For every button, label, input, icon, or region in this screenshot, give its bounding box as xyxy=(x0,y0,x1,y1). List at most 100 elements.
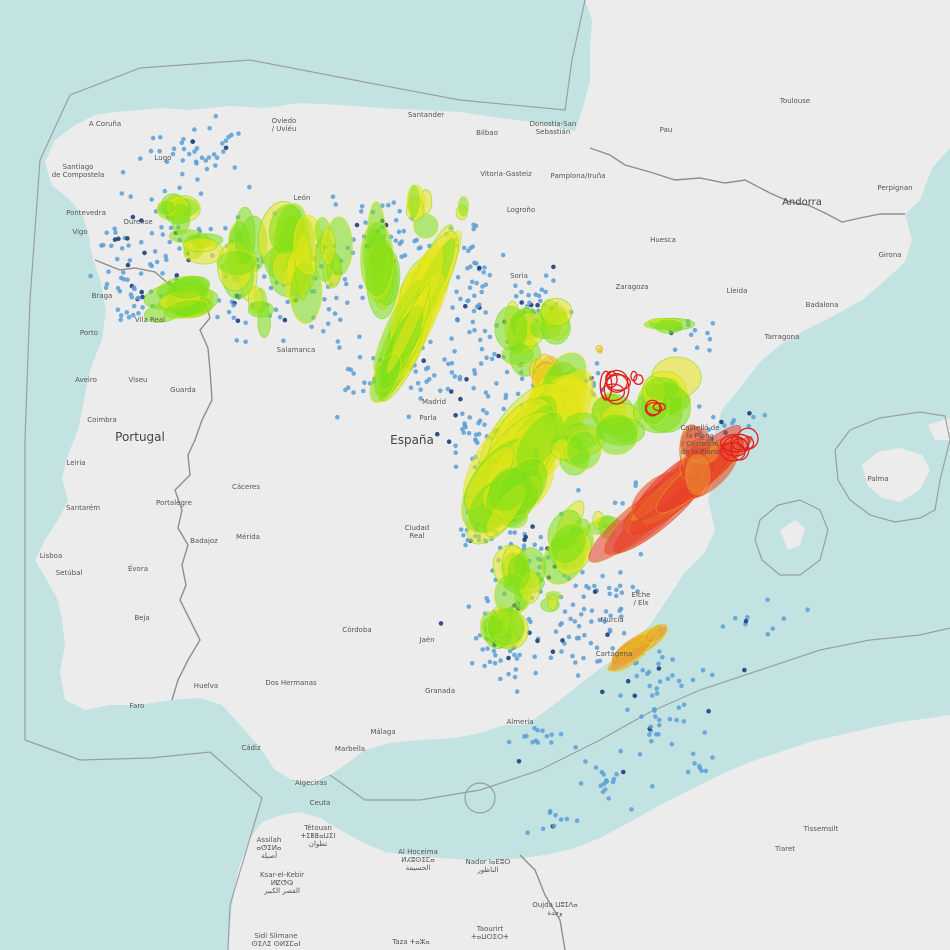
lightning-strike-dot xyxy=(513,283,518,289)
lightning-strike-dot xyxy=(482,328,488,334)
lightning-strike-dot xyxy=(535,302,540,308)
lightning-strike-dot xyxy=(530,524,535,529)
lightning-strike-dot xyxy=(345,300,350,306)
lightning-strike-dot xyxy=(732,615,738,621)
storm-cell-low xyxy=(247,301,274,318)
storm-cell-low xyxy=(540,297,573,326)
lightning-strike-dot xyxy=(549,740,554,745)
lightning-strike-dot xyxy=(667,716,673,722)
storm-cell-outline xyxy=(644,399,661,417)
lightning-strike-dot xyxy=(160,232,166,237)
lightning-strike-dot xyxy=(540,826,546,832)
lightning-strike-dot xyxy=(337,345,342,350)
lightning-strike-dot xyxy=(229,132,234,138)
lightning-strike-dot xyxy=(620,501,625,506)
lightning-strike-dot xyxy=(163,253,168,259)
lightning-strike-dot xyxy=(243,320,248,326)
lightning-strike-dot xyxy=(332,311,338,316)
lightning-strike-dot xyxy=(482,265,487,270)
lightning-strike-dot xyxy=(697,763,702,769)
lightning-strike-dot xyxy=(558,731,564,737)
lightning-strike-dot xyxy=(746,423,752,429)
lightning-strike-dot xyxy=(598,783,604,788)
lightning-strike-dot xyxy=(584,583,589,589)
lightning-strike-dot xyxy=(538,298,543,304)
lightning-strike-dot xyxy=(214,155,220,160)
storm-cells xyxy=(143,184,759,673)
lightning-strike-dot xyxy=(207,126,212,131)
lightning-strike-dot xyxy=(573,583,578,589)
lightning-strike-dot xyxy=(618,748,623,754)
lightning-strike-dot xyxy=(679,683,684,689)
lightning-strike-dot xyxy=(213,113,219,119)
storm-cell-high xyxy=(643,623,668,644)
storm-cell-mid xyxy=(407,184,421,219)
lightning-strike-dot xyxy=(359,209,364,214)
lightning-strike-dot xyxy=(745,614,750,620)
island-mallorca xyxy=(862,448,930,502)
lightning-strike-dot xyxy=(532,542,537,548)
lightning-strike-dot xyxy=(501,406,507,412)
lightning-strike-dot xyxy=(213,163,218,168)
lightning-strike-dot xyxy=(106,269,111,275)
lightning-strike-dot xyxy=(688,332,694,338)
lightning-strike-dot xyxy=(208,226,214,232)
lightning-strike-dot xyxy=(458,527,464,532)
lightning-strike-dot xyxy=(358,284,364,290)
lightning-strike-dot xyxy=(560,638,565,643)
lightning-strike-dot xyxy=(484,355,489,361)
lightning-strike-dot xyxy=(581,606,587,612)
lightning-strike-dot xyxy=(468,264,473,270)
lightning-strike-dot xyxy=(362,380,367,386)
lightning-strike-dot xyxy=(599,769,605,775)
lightning-strike-dot xyxy=(428,339,433,345)
lightning-strike-dot xyxy=(100,242,106,248)
lightning-strike-dot xyxy=(223,138,229,144)
lightning-strike-dot xyxy=(722,423,727,428)
lightning-strike-dot xyxy=(633,483,638,489)
lightning-strike-dot xyxy=(181,146,187,152)
lightning-strike-dot xyxy=(513,294,519,299)
lightning-strike-dot xyxy=(676,705,682,710)
lightning-strike-dot xyxy=(580,570,585,575)
lightning-strike-dot xyxy=(131,303,137,309)
lightning-strike-dot xyxy=(532,725,537,731)
lightning-strike-dot xyxy=(326,307,332,312)
lightning-strike-dot xyxy=(478,337,483,343)
lightning-strike-dot xyxy=(357,354,363,360)
lightning-strike-dot xyxy=(612,500,618,506)
lightning-strike-dot xyxy=(471,226,477,232)
lightning-strike-dot xyxy=(676,678,682,684)
lightning-strike-dot xyxy=(656,666,662,671)
lightning-strike-dot xyxy=(215,314,220,320)
lightning-strike-dot xyxy=(670,673,675,678)
lightning-strike-dot xyxy=(589,619,594,624)
lightning-strike-dot xyxy=(131,285,137,290)
lightning-strike-dot xyxy=(121,276,127,282)
lightning-strike-dot xyxy=(158,135,163,140)
storm-cell-outline xyxy=(606,374,631,391)
lightning-strike-dot xyxy=(397,241,403,247)
lightning-strike-dot xyxy=(116,236,121,242)
lightning-strike-dot xyxy=(204,166,210,172)
storm-cell-outline xyxy=(630,370,638,382)
lightning-strike-dot xyxy=(601,781,607,786)
lightning-strike-dot xyxy=(136,295,141,301)
lightning-strike-dot xyxy=(177,185,182,191)
lightning-strike-dot xyxy=(597,617,602,623)
lightning-strike-dot xyxy=(115,256,120,262)
lightning-strike-dot xyxy=(128,194,133,199)
lightning-strike-dot xyxy=(592,583,597,589)
lightning-strike-dot xyxy=(681,702,687,707)
lightning-strike-dot xyxy=(742,667,747,673)
storm-cell-low xyxy=(549,523,587,565)
lightning-strike-dot xyxy=(762,412,768,418)
lightning-strike-dot xyxy=(472,293,477,299)
lightning-strike-dot xyxy=(351,371,357,376)
lightning-strike-dot xyxy=(539,546,544,551)
lightning-strike-dot xyxy=(170,151,176,157)
lightning-strike-dot xyxy=(639,714,644,719)
lightning-strike-dot xyxy=(710,755,715,760)
lightning-strike-dot xyxy=(338,317,343,323)
